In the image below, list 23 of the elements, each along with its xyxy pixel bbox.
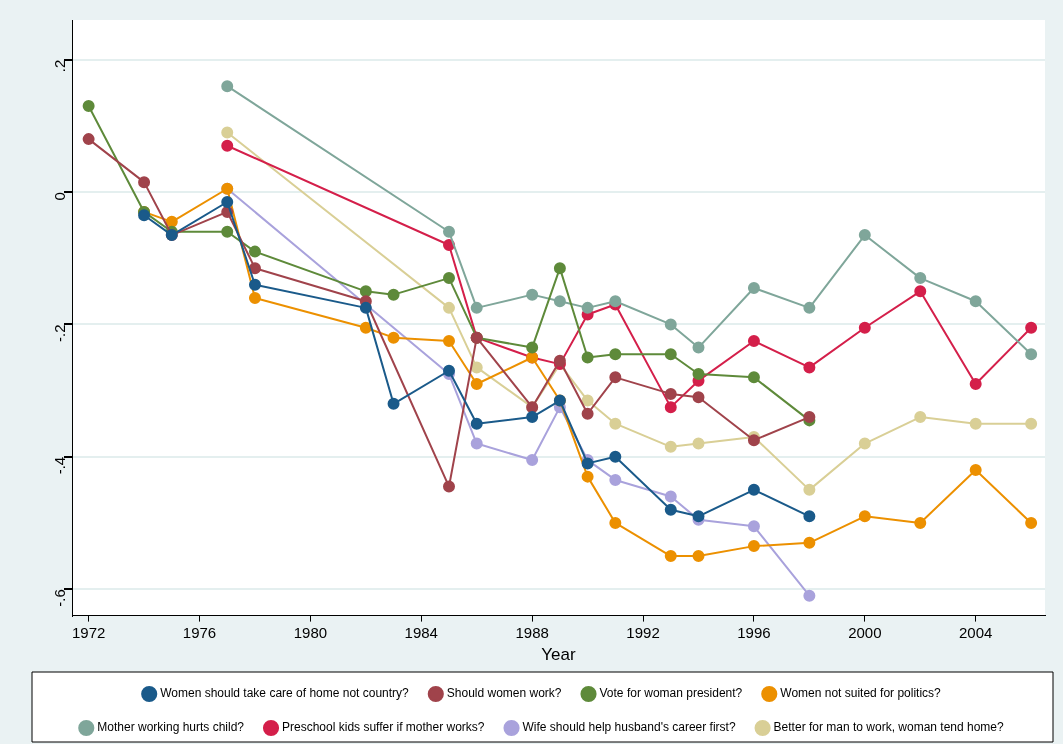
y-tick-label: .2 — [51, 59, 69, 73]
legend-label: Vote for woman president? — [599, 686, 743, 701]
x-tick-label: 1976 — [182, 623, 217, 641]
legend-label: Women should take care of home not country? — [160, 686, 410, 701]
legend-label: Should women work? — [446, 686, 562, 701]
x-tick-label: 1992 — [626, 623, 660, 641]
y-tick-label: -.6 — [51, 589, 69, 607]
x-tick-label: 2004 — [959, 623, 993, 641]
x-tick-label: 1980 — [293, 623, 328, 641]
legend-label: Mother working hurts child? — [97, 720, 245, 735]
x-tick-label: 1972 — [71, 623, 106, 641]
legend-label: Women not suited for politics? — [780, 686, 942, 701]
legend-label: Wife should help husband's career first? — [522, 720, 736, 735]
y-tick-label: -.4 — [51, 456, 69, 475]
x-tick-label: 2000 — [848, 623, 882, 641]
x-tick-label: 1988 — [515, 623, 549, 641]
y-tick-label: 0 — [51, 192, 69, 201]
legend-label: Better for man to work, woman tend home? — [773, 720, 1005, 735]
legend-label: Preschool kids suffer if mother works? — [282, 720, 485, 735]
x-tick-label: 1996 — [737, 623, 771, 641]
y-tick-label: -.2 — [51, 324, 69, 342]
x-tick-label: 1984 — [404, 623, 438, 641]
x-axis-title: Year — [541, 645, 577, 665]
